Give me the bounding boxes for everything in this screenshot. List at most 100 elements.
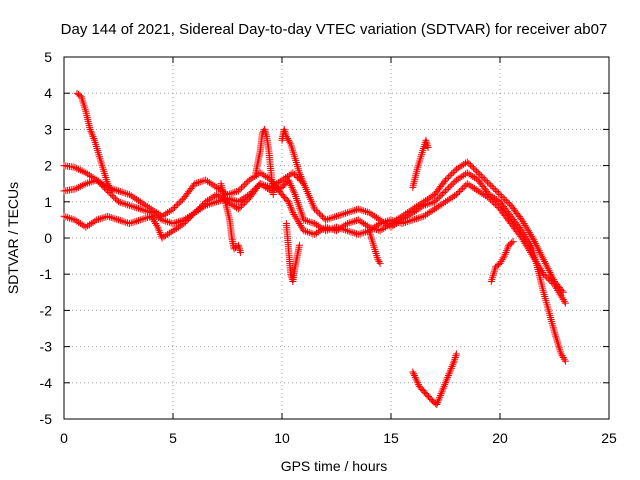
data-point: [258, 170, 266, 178]
data-point: [452, 191, 460, 199]
data-point: [84, 222, 92, 230]
data-point: [509, 238, 517, 246]
data-point: [96, 215, 104, 223]
data-point: [97, 181, 105, 189]
y-tick-label: -2: [40, 302, 53, 318]
data-point: [274, 178, 282, 186]
data-point: [150, 218, 158, 226]
data-point: [75, 183, 83, 191]
data-point: [109, 214, 117, 222]
data-point: [435, 193, 443, 201]
data-point: [169, 227, 177, 235]
series-dip: [409, 350, 460, 409]
data-point: [283, 172, 291, 180]
data-point: [155, 227, 163, 235]
data-point: [338, 210, 346, 218]
data-point: [207, 180, 215, 188]
data-point: [448, 363, 456, 371]
data-point: [195, 204, 203, 212]
data-point: [438, 190, 446, 198]
data-point: [345, 227, 353, 235]
data-point: [451, 355, 459, 363]
data-point: [371, 212, 379, 220]
data-point: [485, 191, 493, 199]
data-point: [313, 221, 321, 229]
data-point: [300, 216, 308, 224]
data-point: [345, 219, 353, 227]
data-point: [465, 160, 473, 168]
data-point: [367, 210, 375, 218]
data-point: [116, 188, 124, 196]
data-point: [160, 233, 168, 241]
data-point: [477, 172, 485, 180]
data-point: [120, 200, 128, 208]
data-point: [471, 174, 479, 182]
data-point: [336, 224, 344, 232]
data-point: [193, 179, 201, 187]
data-point: [281, 129, 289, 137]
chart-title: Day 144 of 2021, Sidereal Day-to-day VTE…: [61, 21, 608, 38]
data-point: [369, 211, 377, 219]
y-tick-label: -3: [40, 339, 53, 355]
data-point: [188, 212, 196, 220]
data-point: [329, 224, 337, 232]
data-point: [294, 218, 302, 226]
data-point: [276, 177, 284, 185]
data-point: [527, 241, 535, 249]
data-point: [441, 381, 449, 389]
data-point: [458, 162, 466, 170]
data-point: [518, 216, 526, 224]
data-point: [538, 252, 546, 260]
data-point: [354, 230, 362, 238]
data-point: [431, 205, 439, 213]
x-tick-label: 5: [169, 430, 177, 446]
data-point: [122, 200, 130, 208]
data-point: [502, 197, 510, 205]
data-point: [527, 230, 535, 238]
data-point: [356, 230, 364, 238]
data-point: [173, 218, 181, 226]
data-point: [488, 183, 496, 191]
data-point: [555, 288, 563, 296]
series-spike-mid-1: [217, 180, 245, 256]
data-point: [298, 176, 306, 184]
data-point: [75, 218, 83, 226]
data-point: [127, 192, 135, 200]
x-tick-label: 25: [601, 430, 617, 446]
data-point: [302, 217, 310, 225]
data-point: [200, 177, 208, 185]
data-point: [289, 169, 297, 177]
data-point: [349, 229, 357, 237]
data-point: [391, 221, 399, 229]
data-point: [469, 183, 477, 191]
data-point: [145, 213, 153, 221]
data-point: [183, 216, 191, 224]
data-point: [496, 259, 504, 267]
data-point: [153, 221, 161, 229]
y-tick-label: -1: [40, 266, 53, 282]
series-recovery-late: [487, 238, 517, 285]
data-point: [67, 215, 75, 223]
data-point: [445, 195, 453, 203]
data-point: [260, 171, 268, 179]
data-point: [360, 207, 368, 215]
data-point: [299, 178, 307, 186]
data-point: [162, 210, 170, 218]
data-point: [472, 186, 480, 194]
series-drop-late: [365, 227, 384, 267]
data-point: [297, 172, 305, 180]
data-point: [502, 248, 510, 256]
data-point: [71, 163, 79, 171]
data-point: [443, 197, 451, 205]
data-point: [454, 189, 462, 197]
data-point: [115, 187, 122, 195]
data-point: [530, 236, 538, 244]
data-point: [416, 204, 424, 212]
data-point: [560, 297, 568, 305]
data-point: [442, 176, 449, 184]
data-point: [460, 183, 468, 191]
data-point: [133, 204, 141, 212]
data-point: [169, 205, 177, 213]
data-point: [131, 218, 139, 226]
data-point: [209, 181, 217, 189]
